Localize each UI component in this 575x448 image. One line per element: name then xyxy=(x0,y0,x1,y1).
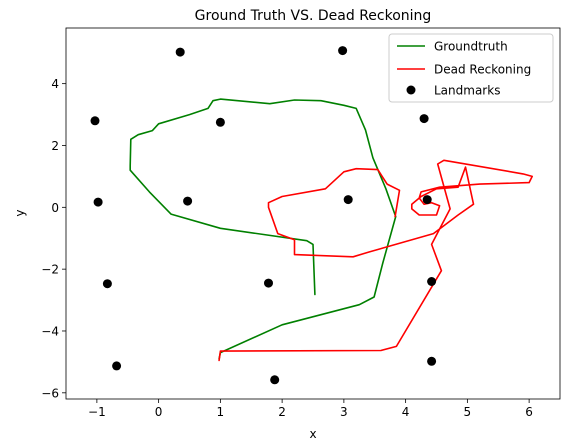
landmark-point-14 xyxy=(270,375,280,385)
landmark-point-9 xyxy=(422,195,432,205)
x-tick-label: 4 xyxy=(402,405,410,419)
landmark-point-11 xyxy=(264,278,273,288)
x-tick-label: 0 xyxy=(155,405,163,419)
legend: Groundtruth Dead Reckoning Landmarks xyxy=(388,33,554,103)
landmark-point-13 xyxy=(112,361,122,371)
plot-area xyxy=(65,27,561,400)
legend-label-groundtruth: Groundtruth xyxy=(434,40,508,54)
landmark-point-8 xyxy=(343,195,353,205)
y-tick-label: −6 xyxy=(41,386,59,400)
x-tick-label: 3 xyxy=(340,405,348,419)
landmark-point-6 xyxy=(93,197,103,207)
series-line-groundtruth xyxy=(129,98,397,360)
landmark-point-2 xyxy=(338,46,348,56)
x-tick-label: 1 xyxy=(217,405,225,419)
legend-label-dead-reckoning: Dead Reckoning xyxy=(434,63,531,77)
legend-frame xyxy=(388,33,554,103)
x-axis: −1 0 1 2 3 4 5 6 xyxy=(88,399,533,419)
series-line-dead-reckoning xyxy=(218,159,534,362)
chart-title: Ground Truth VS. Dead Reckoning xyxy=(195,8,432,24)
y-tick-label: −4 xyxy=(41,324,59,338)
x-axis-label: x xyxy=(309,427,316,441)
landmark-point-1 xyxy=(175,47,185,57)
landmark-point-3 xyxy=(90,116,100,126)
x-tick-label: 6 xyxy=(525,405,533,419)
x-tick-label: 2 xyxy=(278,405,286,419)
landmark-point-4 xyxy=(215,117,225,127)
landmark-point-7 xyxy=(183,196,193,206)
x-tick-label: 5 xyxy=(464,405,472,419)
y-tick-label: 2 xyxy=(51,139,59,153)
landmark-point-10 xyxy=(102,279,112,289)
x-tick-label: −1 xyxy=(88,405,106,419)
y-tick-label: 0 xyxy=(51,201,59,215)
y-tick-label: 4 xyxy=(51,77,59,91)
landmark-layer xyxy=(90,46,437,385)
legend-swatch-landmarks xyxy=(406,85,416,95)
y-axis: −6 −4 −2 0 2 4 xyxy=(41,77,66,400)
landmark-point-5 xyxy=(419,114,429,124)
legend-label-landmarks: Landmarks xyxy=(434,84,500,98)
y-tick-label: −2 xyxy=(41,263,59,277)
series-layer xyxy=(129,98,534,362)
y-axis-label: y xyxy=(13,209,27,216)
landmark-point-12 xyxy=(427,277,437,286)
landmark-point-15 xyxy=(427,356,437,366)
